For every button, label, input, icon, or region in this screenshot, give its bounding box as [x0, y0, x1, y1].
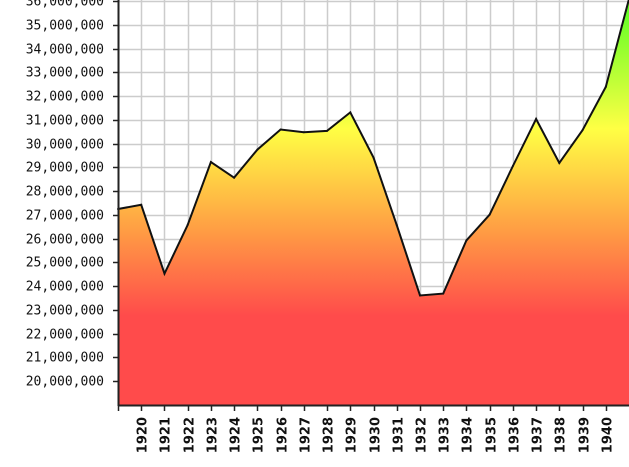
data-point — [419, 294, 421, 297]
y-tick-label: 36,000,000 — [26, 0, 104, 10]
y-tick-label: 32,000,000 — [26, 90, 104, 105]
data-point — [581, 129, 584, 132]
x-tick-label: 1922 — [183, 417, 198, 453]
y-tick-label: 30,000,000 — [26, 138, 104, 153]
y-tick-label: 27,000,000 — [26, 209, 104, 224]
data-point — [186, 223, 189, 226]
data-point — [302, 131, 305, 134]
x-tick-label: 1923 — [206, 417, 221, 453]
x-tick-label: 1925 — [252, 417, 267, 453]
data-point — [442, 292, 445, 295]
x-tick-label: 1930 — [369, 417, 384, 453]
x-tick-label: 1936 — [508, 417, 523, 453]
axes — [113, 0, 629, 411]
data-point — [511, 165, 514, 167]
x-tick-label: 1931 — [392, 417, 407, 453]
data-point — [372, 156, 375, 159]
data-point — [488, 213, 491, 216]
x-tick-label: 1933 — [438, 417, 453, 453]
data-point — [395, 223, 398, 226]
data-point — [604, 85, 607, 88]
data-point — [279, 128, 282, 131]
y-tick-label: 31,000,000 — [26, 114, 104, 129]
y-tick-label: 33,000,000 — [26, 66, 104, 81]
data-points — [117, 85, 607, 297]
y-tick-label: 23,000,000 — [26, 304, 104, 319]
y-tick-labels: 20,000,000 21,000,000 22,000,000 23,000,000… — [26, 0, 104, 390]
y-tick-label: 29,000,000 — [26, 161, 104, 176]
y-tick-label: 22,000,000 — [26, 328, 104, 343]
x-tick-label: 1921 — [159, 417, 174, 453]
data-point — [256, 148, 259, 151]
data-point — [163, 272, 166, 275]
x-tick-label: 1934 — [461, 417, 476, 453]
area-fill — [118, 0, 629, 405]
data-point — [535, 118, 538, 120]
x-tick-label: 1924 — [229, 417, 244, 453]
y-tick-label: 24,000,000 — [26, 280, 104, 295]
x-tick-label: 1939 — [578, 417, 593, 453]
data-point — [233, 176, 236, 179]
data-point — [465, 239, 468, 242]
data-point — [558, 162, 561, 164]
y-tick-label: 28,000,000 — [26, 185, 104, 200]
x-tick-label: 1938 — [554, 417, 569, 453]
data-point — [140, 203, 143, 206]
y-tick-label: 20,000,000 — [26, 375, 104, 390]
x-tick-labels: 1920 1921 1922 1923 1924 1925 1926 1927 1928 1929… — [136, 417, 616, 453]
y-tick-label: 21,000,000 — [26, 351, 104, 366]
y-tick-label: 34,000,000 — [26, 43, 104, 58]
y-tick-label: 26,000,000 — [26, 233, 104, 248]
data-point — [349, 111, 352, 114]
x-tick-label: 1937 — [531, 417, 546, 453]
x-tick-label: 1940 — [601, 417, 616, 453]
x-tick-label: 1927 — [299, 417, 314, 453]
x-tick-label: 1920 — [136, 417, 151, 453]
x-tick-label: 1928 — [322, 417, 337, 453]
y-tick-label: 25,000,000 — [26, 256, 104, 271]
y-tick-label: 35,000,000 — [26, 19, 104, 34]
x-tick-label: 1929 — [345, 417, 360, 453]
x-tick-label: 1935 — [485, 417, 500, 453]
data-point — [326, 129, 328, 132]
x-tick-label: 1926 — [276, 417, 291, 453]
data-point — [209, 161, 212, 163]
x-tick-label: 1932 — [415, 417, 430, 453]
